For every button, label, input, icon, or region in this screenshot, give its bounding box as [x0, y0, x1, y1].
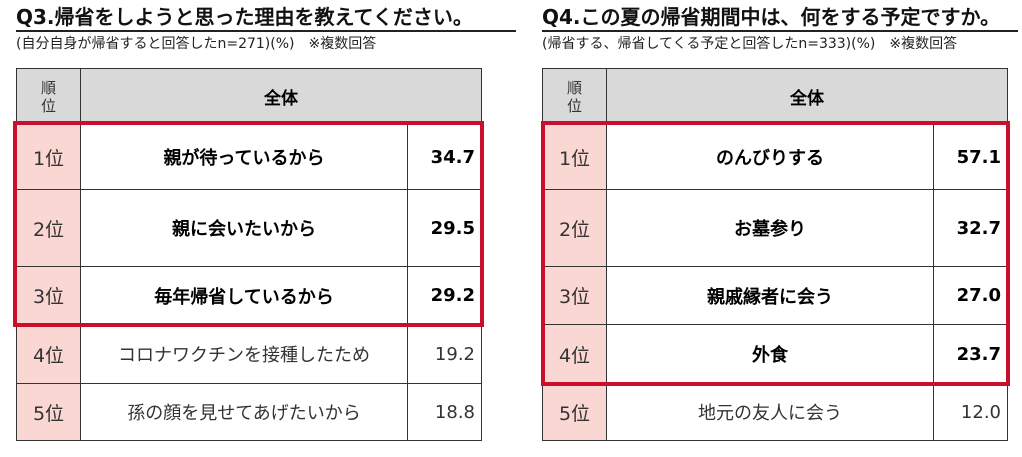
rank-column-header: 順位 — [542, 68, 607, 125]
table-header-row: 順位 全体 — [16, 68, 482, 125]
table-row: 2位 お墓参り 32.7 — [542, 189, 1008, 267]
q3-title: Q3.帰省をしようと思った理由を教えてください。 — [16, 5, 473, 29]
table-row: 2位 親に会いたいから 29.5 — [16, 189, 482, 267]
value-cell: 32.7 — [933, 189, 1008, 267]
all-column-header: 全体 — [80, 68, 482, 125]
value-cell: 23.7 — [933, 324, 1008, 384]
table-row: 3位 親戚縁者に会う 27.0 — [542, 266, 1008, 325]
rank-cell: 5位 — [542, 383, 607, 441]
rank-cell: 3位 — [542, 266, 607, 325]
q4-title-underline — [542, 30, 1018, 32]
rank-cell: 4位 — [542, 324, 607, 384]
rank-cell: 2位 — [542, 189, 607, 267]
item-cell: 外食 — [606, 324, 934, 384]
rank-cell: 1位 — [16, 124, 81, 190]
item-cell: 親が待っているから — [80, 124, 408, 190]
item-cell: 地元の友人に会う — [606, 383, 934, 441]
rank-cell: 3位 — [16, 266, 81, 325]
value-cell: 29.2 — [407, 266, 482, 325]
rank-cell: 5位 — [16, 383, 81, 441]
item-cell: 毎年帰省しているから — [80, 266, 408, 325]
value-cell: 57.1 — [933, 124, 1008, 190]
q3-panel: Q3.帰省をしようと思った理由を教えてください。 (自分自身が帰省すると回答した… — [13, 0, 516, 457]
rank-column-header: 順位 — [16, 68, 81, 125]
table-row: 5位 地元の友人に会う 12.0 — [542, 383, 1008, 441]
q4-subtitle: (帰省する、帰省してくる予定と回答したn=333)(%) ※複数回答 — [542, 36, 958, 52]
table-header-row: 順位 全体 — [542, 68, 1008, 125]
rank-cell: 4位 — [16, 324, 81, 384]
table-row: 5位 孫の顔を見せてあげたいから 18.8 — [16, 383, 482, 441]
item-cell: 孫の顔を見せてあげたいから — [80, 383, 408, 441]
q4-ranking-table: 順位 全体 1位 のんびりする 57.1 2位 お墓参り 32.7 3位 親戚縁… — [542, 68, 1008, 441]
q3-subtitle: (自分自身が帰省すると回答したn=271)(%) ※複数回答 — [16, 36, 377, 52]
value-cell: 34.7 — [407, 124, 482, 190]
table-row: 1位 親が待っているから 34.7 — [16, 124, 482, 190]
table-row: 1位 のんびりする 57.1 — [542, 124, 1008, 190]
item-cell: コロナワクチンを接種したため — [80, 324, 408, 384]
table-row: 4位 コロナワクチンを接種したため 19.2 — [16, 324, 482, 384]
item-cell: お墓参り — [606, 189, 934, 267]
q3-ranking-table: 順位 全体 1位 親が待っているから 34.7 2位 親に会いたいから 29.5… — [16, 68, 482, 441]
q3-title-underline — [16, 30, 516, 32]
rank-cell: 2位 — [16, 189, 81, 267]
table-row: 4位 外食 23.7 — [542, 324, 1008, 384]
value-cell: 19.2 — [407, 324, 482, 384]
table-row: 3位 毎年帰省しているから 29.2 — [16, 266, 482, 325]
value-cell: 29.5 — [407, 189, 482, 267]
q4-title: Q4.この夏の帰省期間中は、何をする予定ですか。 — [542, 5, 1001, 29]
value-cell: 18.8 — [407, 383, 482, 441]
value-cell: 27.0 — [933, 266, 1008, 325]
item-cell: 親に会いたいから — [80, 189, 408, 267]
item-cell: 親戚縁者に会う — [606, 266, 934, 325]
all-column-header: 全体 — [606, 68, 1008, 125]
value-cell: 12.0 — [933, 383, 1008, 441]
rank-cell: 1位 — [542, 124, 607, 190]
item-cell: のんびりする — [606, 124, 934, 190]
q4-panel: Q4.この夏の帰省期間中は、何をする予定ですか。 (帰省する、帰省してくる予定と… — [541, 0, 1020, 457]
